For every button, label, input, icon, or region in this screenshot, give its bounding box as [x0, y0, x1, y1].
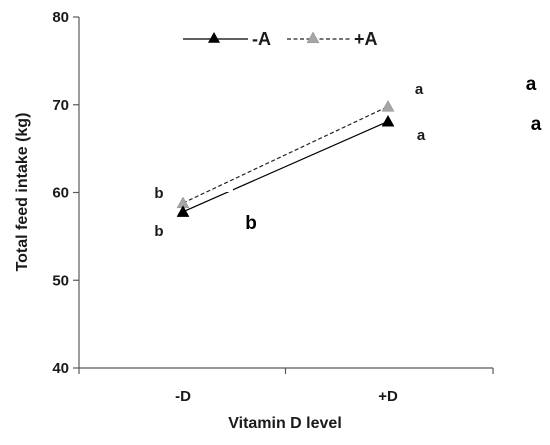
series-line — [182, 120, 389, 213]
legend-marker — [306, 31, 320, 44]
axes — [78, 17, 493, 369]
annotations: baa — [245, 74, 542, 234]
significance-label: b — [154, 185, 163, 202]
y-axis-title: Total feed intake (kg) — [14, 113, 31, 272]
legend-marker — [208, 32, 220, 43]
series-layer — [176, 99, 395, 217]
annotation-label: a — [531, 114, 542, 135]
series-plus-a — [176, 99, 395, 209]
legend-item-minus-a: -A — [183, 29, 271, 49]
annotation-label: b — [245, 213, 257, 234]
y-tick-label: 50 — [52, 272, 69, 289]
y-tick-label: 60 — [52, 185, 69, 202]
significance-labels: b b a a — [154, 81, 425, 240]
x-axis-ticks: -D +D — [78, 368, 494, 405]
y-tick-label: 40 — [52, 360, 69, 377]
legend-label: +A — [354, 29, 378, 49]
significance-label: a — [417, 127, 426, 144]
data-point — [381, 114, 395, 127]
y-tick-label: 70 — [52, 97, 69, 114]
legend-label: -A — [252, 29, 271, 49]
y-tick-label: 80 — [52, 9, 69, 26]
series-minus-a — [176, 114, 395, 217]
x-tick-label: -D — [175, 388, 191, 405]
significance-label: a — [415, 81, 424, 98]
data-point — [381, 99, 395, 112]
y-axis-ticks: 40 50 60 70 80 — [52, 9, 79, 377]
legend: -A +A — [183, 29, 378, 49]
annotation-label: a — [526, 74, 537, 95]
data-point — [176, 205, 190, 217]
legend-item-plus-a: +A — [287, 29, 378, 49]
series-line — [182, 105, 389, 204]
x-tick-label: +D — [378, 388, 398, 405]
significance-label: b — [154, 223, 163, 240]
line-gap — [223, 184, 233, 192]
x-axis-title: Vitamin D level — [228, 415, 342, 432]
